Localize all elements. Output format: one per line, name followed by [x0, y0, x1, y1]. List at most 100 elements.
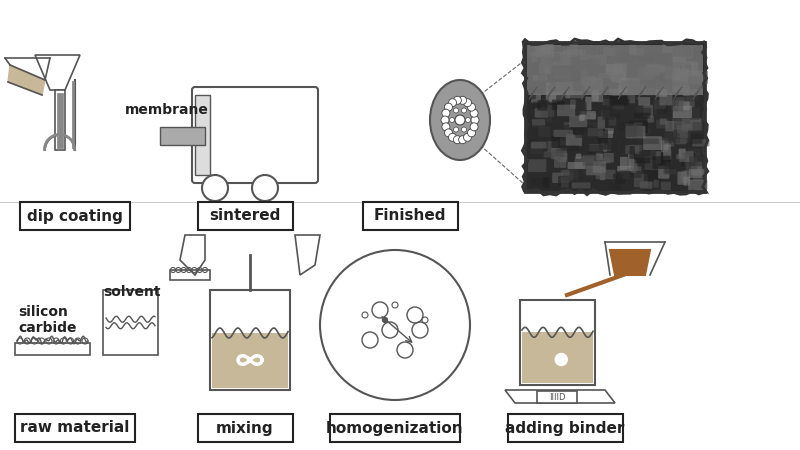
FancyBboxPatch shape	[528, 86, 536, 99]
FancyBboxPatch shape	[530, 139, 538, 147]
FancyBboxPatch shape	[644, 157, 651, 162]
FancyBboxPatch shape	[599, 139, 618, 150]
FancyBboxPatch shape	[619, 52, 635, 62]
FancyBboxPatch shape	[531, 142, 546, 148]
FancyBboxPatch shape	[663, 150, 671, 160]
Polygon shape	[610, 250, 650, 275]
Text: dip coating: dip coating	[27, 208, 123, 224]
FancyBboxPatch shape	[170, 270, 210, 280]
FancyBboxPatch shape	[528, 159, 546, 172]
FancyBboxPatch shape	[566, 91, 583, 98]
FancyBboxPatch shape	[586, 166, 602, 176]
FancyBboxPatch shape	[566, 135, 582, 146]
Circle shape	[449, 133, 457, 141]
FancyBboxPatch shape	[554, 156, 560, 168]
FancyBboxPatch shape	[596, 54, 607, 65]
Circle shape	[462, 108, 466, 113]
FancyBboxPatch shape	[672, 71, 689, 84]
FancyBboxPatch shape	[682, 153, 695, 166]
FancyBboxPatch shape	[618, 171, 630, 179]
FancyBboxPatch shape	[552, 99, 564, 110]
Circle shape	[320, 250, 470, 400]
FancyBboxPatch shape	[602, 140, 611, 151]
Circle shape	[454, 136, 462, 144]
FancyBboxPatch shape	[638, 55, 654, 62]
FancyBboxPatch shape	[554, 52, 570, 65]
FancyBboxPatch shape	[620, 157, 628, 170]
FancyBboxPatch shape	[610, 66, 626, 73]
FancyBboxPatch shape	[643, 136, 662, 150]
FancyBboxPatch shape	[570, 99, 576, 109]
FancyBboxPatch shape	[626, 126, 646, 139]
FancyBboxPatch shape	[691, 162, 702, 176]
FancyBboxPatch shape	[580, 50, 599, 60]
FancyBboxPatch shape	[678, 101, 690, 111]
FancyBboxPatch shape	[572, 102, 587, 114]
FancyBboxPatch shape	[672, 99, 683, 111]
Circle shape	[449, 99, 457, 107]
FancyBboxPatch shape	[588, 122, 604, 127]
FancyBboxPatch shape	[681, 173, 689, 179]
FancyBboxPatch shape	[672, 112, 690, 124]
FancyBboxPatch shape	[612, 72, 623, 83]
FancyBboxPatch shape	[643, 139, 659, 144]
FancyBboxPatch shape	[613, 104, 624, 109]
FancyBboxPatch shape	[660, 85, 670, 95]
FancyBboxPatch shape	[617, 71, 626, 82]
FancyBboxPatch shape	[678, 171, 686, 185]
FancyBboxPatch shape	[554, 147, 562, 153]
FancyBboxPatch shape	[645, 159, 658, 170]
FancyBboxPatch shape	[586, 97, 591, 110]
FancyBboxPatch shape	[672, 85, 690, 92]
FancyBboxPatch shape	[681, 170, 690, 183]
FancyBboxPatch shape	[613, 174, 623, 179]
FancyBboxPatch shape	[681, 131, 690, 143]
Circle shape	[467, 129, 475, 137]
FancyBboxPatch shape	[673, 59, 684, 67]
FancyBboxPatch shape	[546, 109, 552, 123]
FancyBboxPatch shape	[593, 162, 606, 173]
FancyBboxPatch shape	[198, 202, 293, 230]
FancyBboxPatch shape	[546, 53, 560, 61]
FancyBboxPatch shape	[558, 176, 570, 186]
FancyBboxPatch shape	[682, 118, 702, 132]
FancyBboxPatch shape	[629, 121, 648, 133]
FancyBboxPatch shape	[605, 128, 614, 134]
FancyBboxPatch shape	[645, 64, 661, 76]
FancyBboxPatch shape	[566, 134, 574, 140]
Text: sintered: sintered	[210, 208, 281, 224]
FancyBboxPatch shape	[665, 133, 680, 143]
FancyBboxPatch shape	[630, 48, 644, 56]
FancyBboxPatch shape	[676, 97, 690, 109]
Text: membrane: membrane	[125, 103, 209, 117]
FancyBboxPatch shape	[661, 140, 669, 152]
FancyBboxPatch shape	[598, 117, 605, 129]
FancyBboxPatch shape	[663, 144, 671, 155]
FancyBboxPatch shape	[540, 46, 551, 55]
FancyBboxPatch shape	[610, 69, 625, 81]
Circle shape	[454, 96, 462, 104]
FancyBboxPatch shape	[686, 161, 705, 171]
FancyBboxPatch shape	[676, 154, 685, 159]
Circle shape	[463, 99, 471, 107]
FancyBboxPatch shape	[589, 50, 605, 60]
FancyBboxPatch shape	[538, 100, 547, 111]
FancyBboxPatch shape	[587, 128, 603, 136]
FancyBboxPatch shape	[561, 170, 570, 176]
FancyBboxPatch shape	[586, 81, 591, 86]
FancyBboxPatch shape	[572, 182, 590, 189]
Circle shape	[463, 133, 471, 141]
FancyBboxPatch shape	[672, 122, 685, 130]
FancyBboxPatch shape	[564, 122, 571, 129]
FancyBboxPatch shape	[598, 131, 613, 138]
FancyBboxPatch shape	[643, 128, 650, 135]
FancyBboxPatch shape	[596, 152, 603, 160]
FancyBboxPatch shape	[655, 89, 667, 97]
Circle shape	[442, 109, 450, 117]
Text: Finished: Finished	[374, 208, 446, 224]
FancyBboxPatch shape	[546, 82, 562, 93]
FancyBboxPatch shape	[582, 155, 599, 166]
FancyBboxPatch shape	[566, 175, 574, 180]
FancyBboxPatch shape	[592, 90, 598, 101]
FancyBboxPatch shape	[602, 109, 614, 120]
